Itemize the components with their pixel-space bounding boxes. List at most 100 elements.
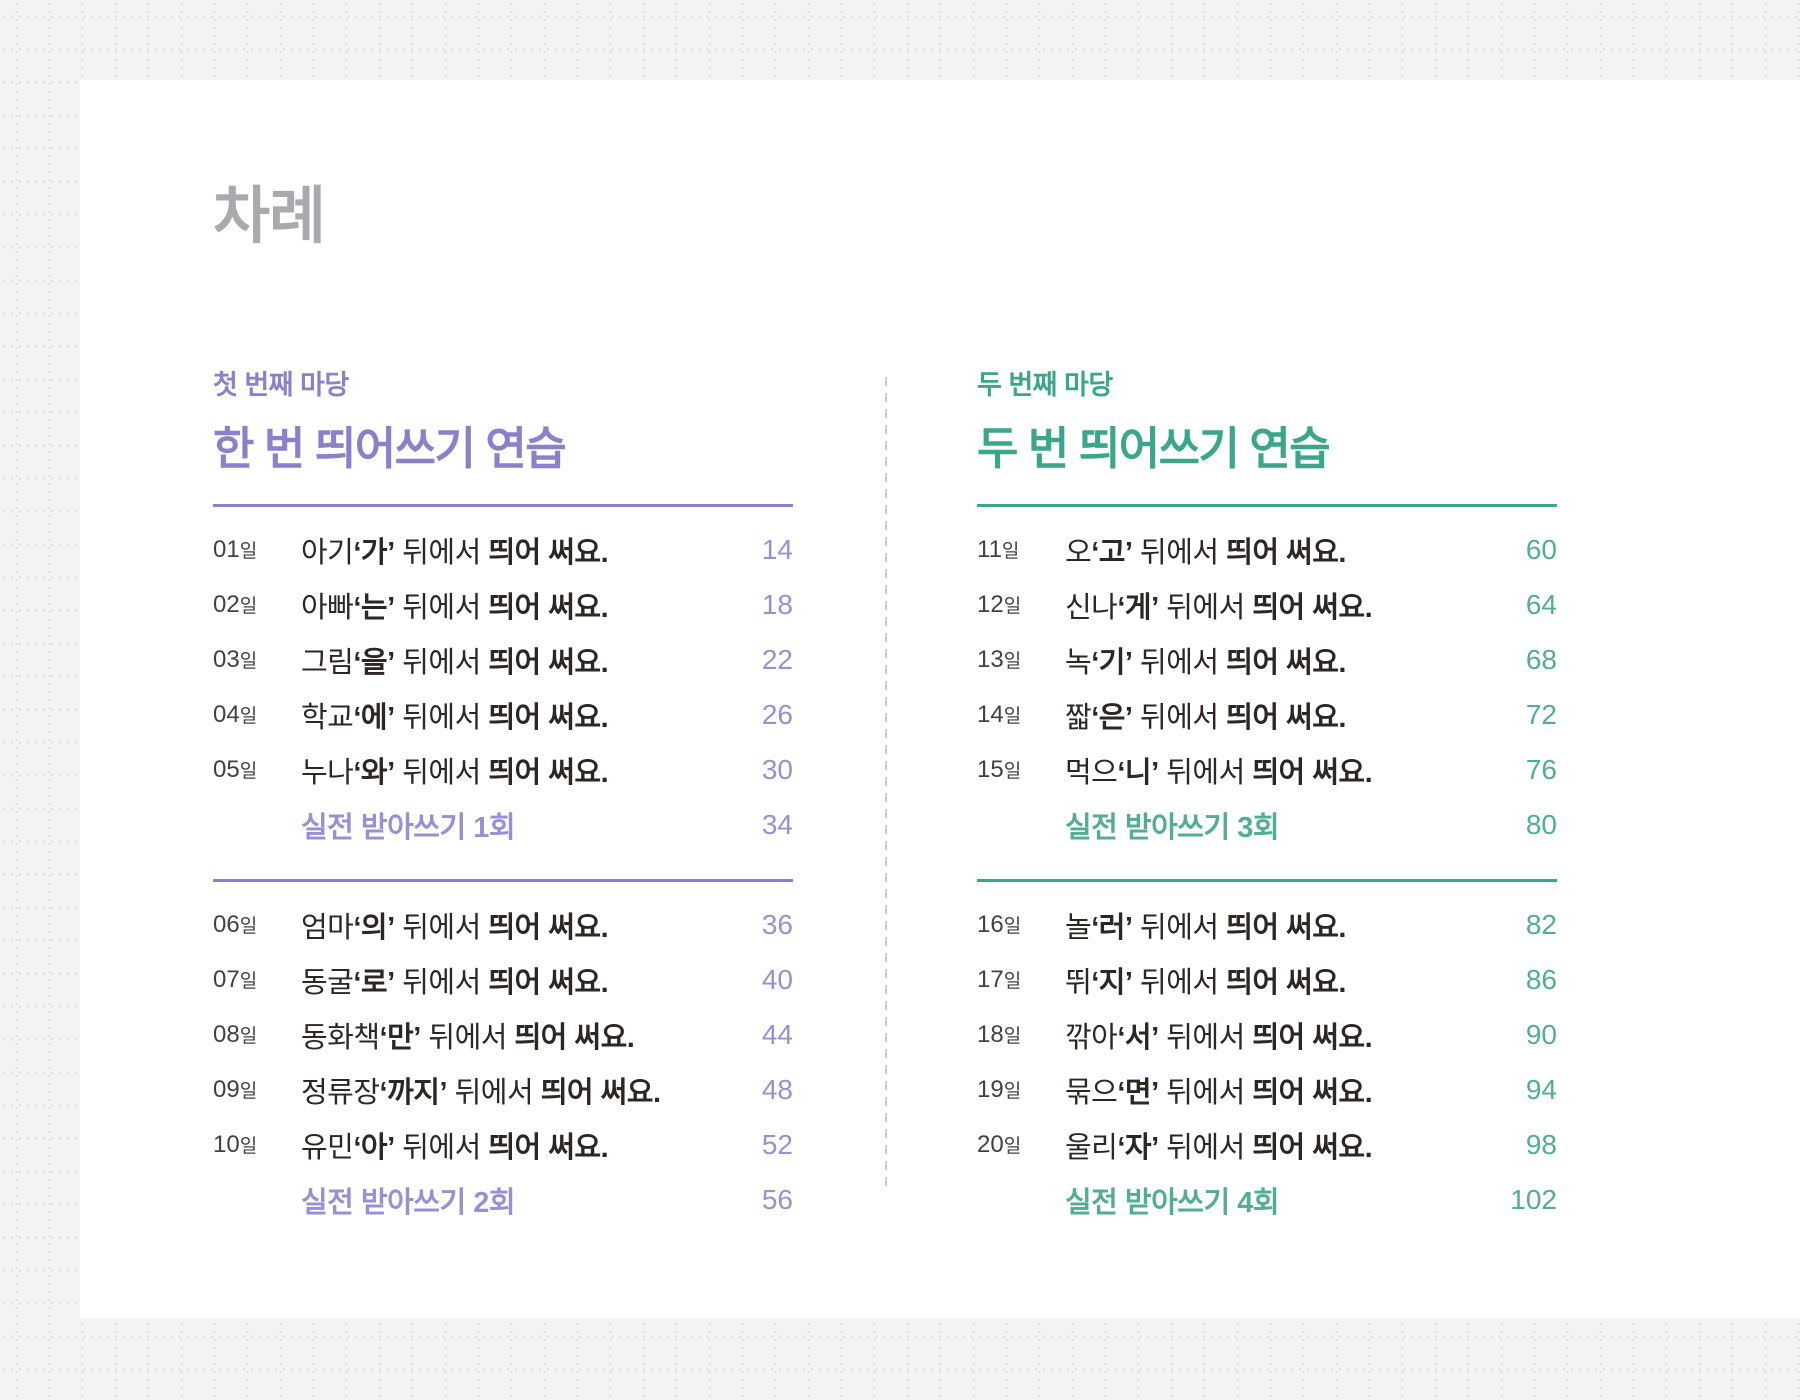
item-middle: 뒤에서: [1132, 701, 1227, 734]
item-text: 아기‘가’ 뒤에서 띄어 써요.: [301, 529, 609, 571]
toc-columns: 첫 번째 마당 한 번 띄어쓰기 연습 01일 아기‘가’ 뒤에서 띄어 써요. 14 0…: [213, 363, 1800, 1227]
practice-label: 실전 받아쓰기 1회: [301, 811, 516, 844]
item-day-number: 04: [213, 700, 240, 728]
item-period: .: [600, 591, 609, 624]
practice-label: 실전 받아쓰기 3회: [1065, 811, 1280, 844]
item-text: 학교‘에’ 뒤에서 띄어 써요.: [301, 694, 609, 736]
item-middle: 뒤에서: [1132, 646, 1227, 679]
item-page-number: 60: [1525, 533, 1557, 565]
toc-item-row: 14일 짧‘은’ 뒤에서 띄어 써요. 72: [977, 687, 1557, 742]
item-middle: 뒤에서: [394, 756, 489, 789]
item-period: .: [1364, 1076, 1373, 1109]
item-page-number: 94: [1525, 1073, 1557, 1105]
item-page-number: 22: [761, 643, 793, 675]
practice-row: 실전 받아쓰기 4회 102: [977, 1172, 1557, 1227]
item-period: .: [1338, 966, 1346, 999]
item-word: 아빠: [301, 591, 354, 624]
item-day-number: 16: [977, 910, 1004, 938]
toc-group: 06일 엄마‘의’ 뒤에서 띄어 써요. 36 07일 동굴‘로’ 뒤에서 띄어 써요.…: [213, 879, 793, 1227]
item-middle: 뒤에서: [394, 701, 489, 734]
item-particle: ‘을’: [353, 646, 395, 679]
item-text: 동화책‘만’ 뒤에서 띄어 써요.: [301, 1014, 635, 1056]
item-emphasis: 띄어 써요: [1226, 646, 1339, 679]
item-emphasis: 띄어 써요: [1226, 966, 1339, 999]
item-word: 학교: [301, 701, 354, 734]
item-particle: ‘니’: [1117, 756, 1159, 789]
item-page-number: 76: [1525, 753, 1557, 785]
item-day-suffix: 일: [239, 1025, 258, 1047]
item-day-number: 02: [213, 590, 240, 618]
item-page-number: 72: [1525, 698, 1557, 730]
item-page-number: 18: [761, 588, 793, 620]
item-text: 동굴‘로’ 뒤에서 띄어 써요.: [301, 959, 609, 1001]
item-day-number: 10: [213, 1130, 240, 1158]
practice-label: 실전 받아쓰기 2회: [301, 1186, 516, 1219]
item-period: .: [600, 966, 609, 999]
toc-item-row: 11일 오‘고’ 뒤에서 띄어 써요. 60: [977, 522, 1557, 577]
item-text: 정류장‘까지’ 뒤에서 띄어 써요.: [301, 1069, 661, 1111]
item-day-suffix: 일: [239, 705, 258, 727]
item-text: 울리‘자’ 뒤에서 띄어 써요.: [1065, 1124, 1373, 1166]
item-period: .: [600, 701, 609, 734]
item-day-number: 14: [977, 700, 1004, 728]
item-page-number: 30: [761, 753, 793, 785]
item-period: .: [1338, 701, 1346, 734]
item-day-number: 19: [977, 1075, 1004, 1103]
item-emphasis: 띄어 써요: [488, 591, 601, 624]
item-day-suffix: 일: [239, 970, 258, 992]
item-middle: 뒤에서: [1132, 911, 1227, 944]
toc-item-row: 04일 학교‘에’ 뒤에서 띄어 써요. 26: [213, 687, 793, 742]
item-day: 15일: [977, 756, 1065, 784]
item-middle: 뒤에서: [394, 536, 489, 569]
item-day: 06일: [213, 911, 301, 939]
item-text: 묶으‘면’ 뒤에서 띄어 써요.: [1065, 1069, 1373, 1111]
item-text: 엄마‘의’ 뒤에서 띄어 써요.: [301, 904, 609, 946]
practice-page-number: 80: [1525, 808, 1557, 840]
item-day-number: 06: [213, 910, 240, 938]
item-day: 13일: [977, 646, 1065, 674]
item-day: 20일: [977, 1131, 1065, 1159]
item-period: .: [600, 1131, 609, 1164]
item-day: 16일: [977, 911, 1065, 939]
toc-group: 11일 오‘고’ 뒤에서 띄어 써요. 60 12일 신나‘게’ 뒤에서 띄어 써요. 6…: [977, 504, 1557, 852]
item-middle: 뒤에서: [394, 1131, 489, 1164]
item-word: 짧: [1065, 701, 1092, 734]
item-particle: ‘가’: [353, 536, 395, 569]
item-emphasis: 띄어 써요: [1226, 536, 1339, 569]
toc-item-row: 17일 뛰‘지’ 뒤에서 띄어 써요. 86: [977, 952, 1557, 1007]
item-day-suffix: 일: [239, 1135, 258, 1157]
toc-item-row: 07일 동굴‘로’ 뒤에서 띄어 써요. 40: [213, 952, 793, 1007]
item-word: 녹: [1065, 646, 1092, 679]
item-period: .: [600, 536, 609, 569]
item-particle: ‘까지’: [379, 1076, 448, 1109]
item-particle: ‘기’: [1091, 646, 1133, 679]
item-period: .: [600, 756, 609, 789]
item-word: 깎아: [1065, 1021, 1118, 1054]
item-day-number: 12: [977, 590, 1004, 618]
item-emphasis: 띄어 써요: [1252, 1021, 1365, 1054]
item-page-number: 64: [1525, 588, 1557, 620]
item-text: 오‘고’ 뒤에서 띄어 써요.: [1065, 529, 1346, 571]
item-middle: 뒤에서: [447, 1076, 541, 1109]
item-text: 그림‘을’ 뒤에서 띄어 써요.: [301, 639, 609, 681]
item-day: 08일: [213, 1021, 301, 1049]
item-page-number: 14: [761, 533, 793, 565]
item-day-suffix: 일: [239, 915, 258, 937]
page-title: 차례: [213, 182, 326, 251]
practice-page-number: 34: [761, 808, 793, 840]
item-middle: 뒤에서: [1158, 1021, 1253, 1054]
item-particle: ‘서’: [1117, 1021, 1159, 1054]
item-period: .: [652, 1076, 661, 1109]
item-page-number: 68: [1525, 643, 1557, 675]
item-word: 묶으: [1065, 1076, 1118, 1109]
item-period: .: [1338, 536, 1346, 569]
item-middle: 뒤에서: [394, 966, 489, 999]
item-page-number: 48: [761, 1073, 793, 1105]
item-day: 18일: [977, 1021, 1065, 1049]
item-emphasis: 띄어 써요: [488, 966, 601, 999]
item-day: 17일: [977, 966, 1065, 994]
item-emphasis: 띄어 써요: [1226, 701, 1339, 734]
item-period: .: [1338, 646, 1346, 679]
item-word: 뛰: [1065, 966, 1092, 999]
item-period: .: [600, 911, 609, 944]
